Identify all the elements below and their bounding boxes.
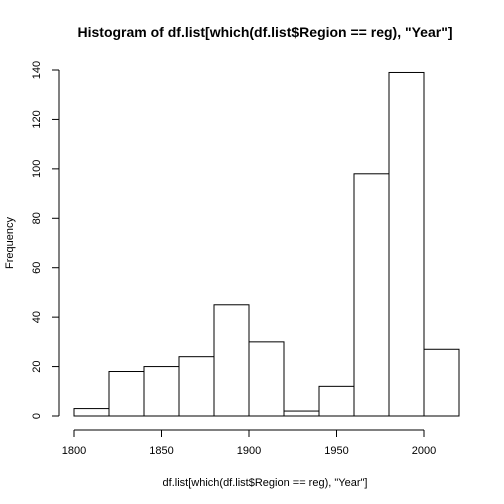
x-tick-label: 1900: [237, 445, 261, 457]
y-tick-label: 60: [31, 262, 43, 274]
y-tick-label: 100: [31, 160, 43, 178]
histogram-bar: [213, 304, 250, 417]
histogram-bar: [423, 348, 460, 417]
y-tick-label: 20: [31, 360, 43, 372]
histogram-bar: [388, 71, 425, 417]
chart-title: Histogram of df.list[which(df.list$Regio…: [78, 24, 453, 40]
bars-group: [73, 71, 460, 417]
y-tick-label: 140: [31, 61, 43, 79]
histogram-bar: [353, 173, 390, 417]
x-axis: 1800 1850 1900 1950 2000: [62, 429, 436, 457]
histogram-bar: [73, 408, 110, 417]
histogram-bar: [283, 410, 320, 417]
x-tick-label: 2000: [412, 445, 436, 457]
x-tick-label: 1800: [62, 445, 86, 457]
histogram-bar: [248, 341, 285, 417]
y-tick-label: 80: [31, 212, 43, 224]
histogram-bar: [178, 356, 215, 417]
x-tick-label: 1850: [149, 445, 173, 457]
histogram-bar: [143, 366, 180, 417]
y-axis-label: Frequency: [4, 217, 16, 269]
y-tick-label: 0: [31, 413, 43, 419]
histogram-bar: [318, 385, 355, 417]
x-tick-label: 1950: [324, 445, 348, 457]
y-tick-label: 40: [31, 311, 43, 323]
x-axis-label: df.list[which(df.list$Region == reg), "Y…: [163, 477, 368, 489]
y-axis: 0 20 40 60 80 100 120 140: [31, 61, 60, 419]
histogram-bar: [108, 371, 145, 417]
y-tick-label: 120: [31, 110, 43, 128]
